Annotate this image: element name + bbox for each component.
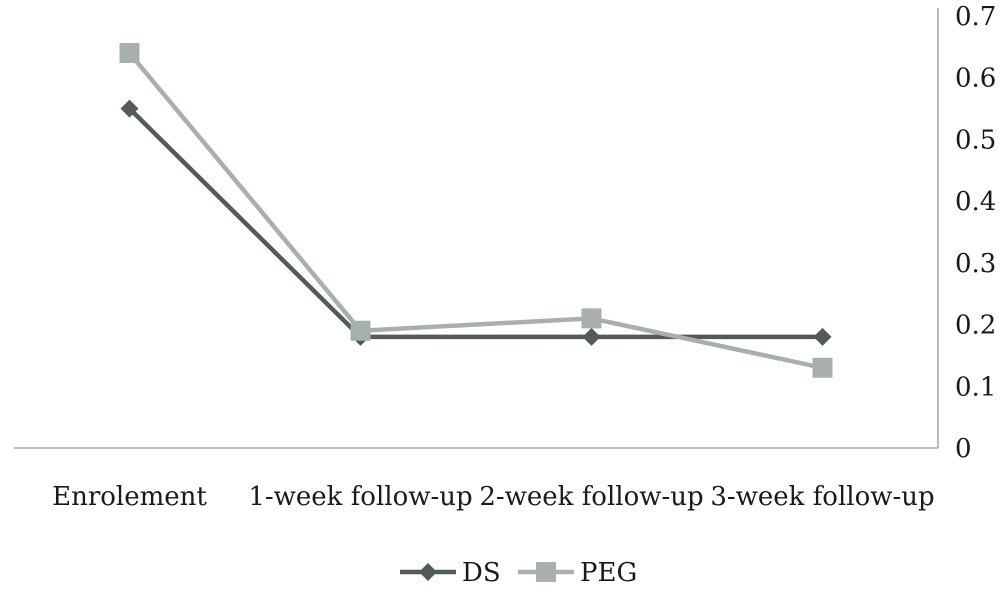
chart-legend: DS PEG <box>400 558 637 588</box>
data-point-diamond <box>582 327 601 346</box>
y-tick-label: 0.4 <box>955 187 996 217</box>
y-tick-label: 0.7 <box>955 2 996 32</box>
series-line <box>127 51 823 370</box>
x-axis-categories: Enrolement 1-week follow-up 2-week follow-… <box>52 482 935 512</box>
y-axis-ticks: 0 0.1 0.2 0.3 0.4 0.5 0.6 0.7 <box>955 2 996 464</box>
data-point-square <box>581 308 602 329</box>
data-point-diamond <box>813 327 832 346</box>
data-point-square <box>812 357 833 378</box>
data-point-diamond <box>120 99 139 118</box>
y-tick-label: 0.6 <box>955 64 996 94</box>
x-category-label: 1-week follow-up <box>248 482 472 512</box>
legend-label: PEG <box>580 558 637 588</box>
legend-item-ds: DS <box>400 558 501 588</box>
y-tick-label: 0.3 <box>955 249 996 279</box>
y-tick-label: 0 <box>955 434 972 464</box>
chart-series <box>119 43 833 378</box>
x-category-label: 2-week follow-up <box>479 482 703 512</box>
chart-axes <box>14 8 939 449</box>
legend-item-peg: PEG <box>518 558 637 588</box>
series-line <box>127 106 823 340</box>
x-category-label: 3-week follow-up <box>710 482 934 512</box>
series-ds <box>120 99 832 346</box>
data-point-square <box>536 562 556 582</box>
y-tick-label: 0.1 <box>955 372 996 402</box>
data-point-square <box>350 320 371 341</box>
data-point-square <box>119 43 140 64</box>
legend-label: DS <box>462 558 501 588</box>
x-category-label: Enrolement <box>52 482 207 512</box>
y-tick-label: 0.2 <box>955 311 996 341</box>
data-point-diamond <box>419 563 437 581</box>
y-tick-label: 0.5 <box>955 125 996 155</box>
series-peg <box>119 43 833 378</box>
